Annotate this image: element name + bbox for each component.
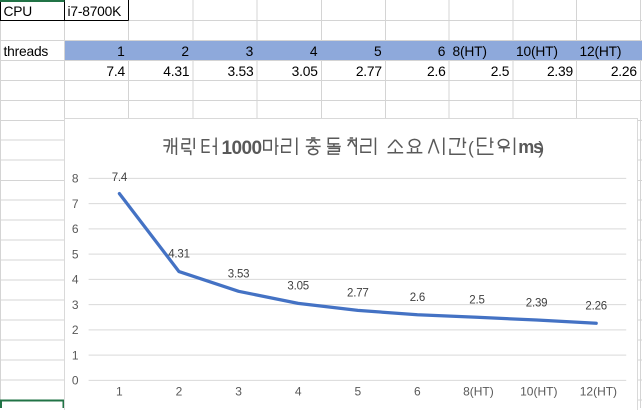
svg-text:3.05: 3.05	[287, 281, 309, 293]
svg-text:5: 5	[72, 247, 79, 261]
svg-text:12(HT): 12(HT)	[580, 385, 617, 399]
svg-text:ms: ms	[518, 137, 543, 157]
svg-text:0: 0	[72, 374, 79, 388]
svg-text:6: 6	[414, 385, 421, 399]
svg-text:2.39: 2.39	[526, 297, 548, 309]
svg-text:2.6: 2.6	[410, 292, 425, 304]
svg-text:7.4: 7.4	[112, 172, 128, 184]
svg-text:2: 2	[72, 323, 79, 337]
svg-text:3.53: 3.53	[228, 269, 250, 281]
svg-text:1000: 1000	[222, 138, 262, 159]
svg-text:1: 1	[72, 348, 79, 362]
svg-text:2: 2	[176, 385, 183, 399]
svg-text:): )	[538, 138, 544, 158]
svg-text:3: 3	[72, 298, 79, 312]
svg-text:(: (	[468, 138, 474, 158]
svg-text:2.5: 2.5	[469, 295, 484, 307]
svg-text:4.31: 4.31	[168, 249, 190, 261]
svg-text:2.77: 2.77	[347, 288, 369, 300]
svg-text:6: 6	[72, 222, 79, 236]
svg-text:2.26: 2.26	[585, 301, 607, 313]
svg-text:5: 5	[354, 385, 361, 399]
svg-text:8: 8	[72, 172, 79, 186]
svg-text:10(HT): 10(HT)	[520, 385, 557, 399]
svg-text:8(HT): 8(HT)	[463, 385, 494, 399]
svg-text:4: 4	[72, 273, 79, 287]
svg-text:7: 7	[72, 197, 79, 211]
svg-text:1: 1	[116, 385, 123, 399]
svg-text:4: 4	[295, 385, 302, 399]
svg-text:3: 3	[235, 385, 242, 399]
